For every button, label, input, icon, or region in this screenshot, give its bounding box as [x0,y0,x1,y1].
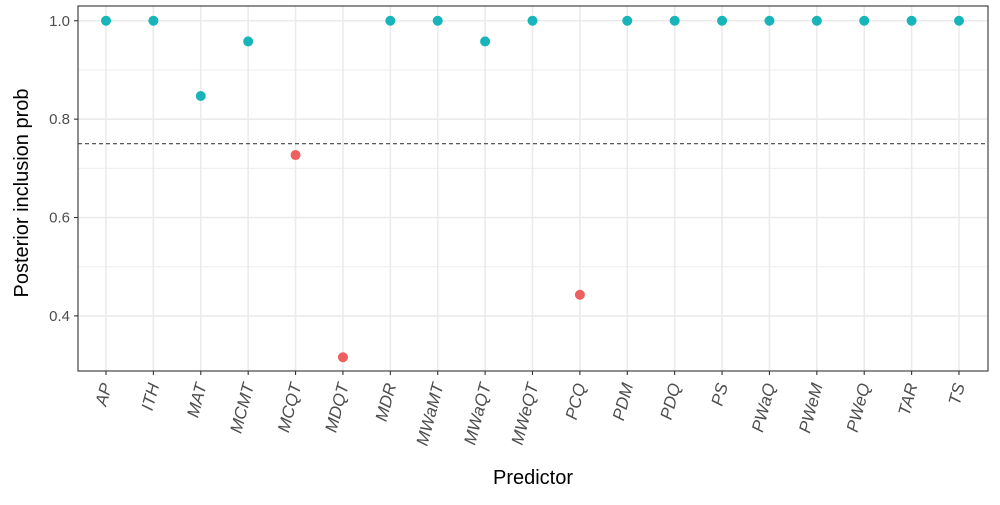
data-point-pdm [622,15,633,26]
data-point-mdr [385,15,396,26]
x-tick-label: ITH [138,380,164,412]
data-point-mcqt [290,150,301,161]
data-point-mcmt [243,36,254,47]
x-tick-label: PS [708,380,732,407]
x-tick-label: TAR [895,381,922,418]
data-point-pweq [859,15,870,26]
data-point-mwamt [432,15,443,26]
y-axis-title: Posterior inclusion prob [11,89,33,298]
x-tick-label: MCQT [274,380,306,435]
x-tick-label: MWaMT [413,380,448,448]
x-tick-label: MCMT [226,380,258,436]
data-point-mdqt [337,352,348,363]
y-tick-label: 0.4 [49,308,70,325]
x-tick-label: MDQT [322,380,354,435]
x-tick-label: AP [91,380,116,408]
data-point-mwaqt [480,36,491,47]
y-axis: 0.4 0.6 0.8 1.0 [49,13,78,325]
x-tick-label: PCQ [562,381,590,422]
data-point-ts [954,15,964,26]
x-tick-label: MAT [183,380,211,420]
grid-layer [78,6,988,371]
points-layer [101,15,964,363]
data-point-ps [717,15,728,26]
data-point-ith [148,15,159,26]
x-tick-label: PWeM [795,380,827,435]
data-point-pwem [811,15,822,26]
y-tick-label: 0.8 [49,111,70,128]
x-tick-label: MDR [372,381,400,423]
x-axis: AP ITH MAT MCMT MCQT MDQT MDR MWaMT MWaQT MWeQT PC… [91,371,969,448]
data-point-pwaq [764,15,775,26]
x-tick-label: MWeQT [508,380,543,447]
data-point-pdq [669,15,680,26]
x-axis-title: Predictor [493,467,573,489]
data-point-pcq [574,289,585,300]
x-tick-label: PDQ [657,381,685,422]
data-point-mweqt [527,15,538,26]
y-tick-label: 0.6 [49,210,70,227]
data-point-mat [195,91,206,102]
data-point-ap [101,15,111,26]
y-tick-label: 1.0 [49,13,70,30]
x-tick-label: PDM [609,380,637,422]
x-tick-label: PWeQ [843,381,874,434]
data-point-tar [906,15,917,26]
x-tick-label: TS [945,380,969,407]
x-tick-label: PWaQ [748,381,779,434]
x-tick-label: MWaQT [460,380,495,447]
